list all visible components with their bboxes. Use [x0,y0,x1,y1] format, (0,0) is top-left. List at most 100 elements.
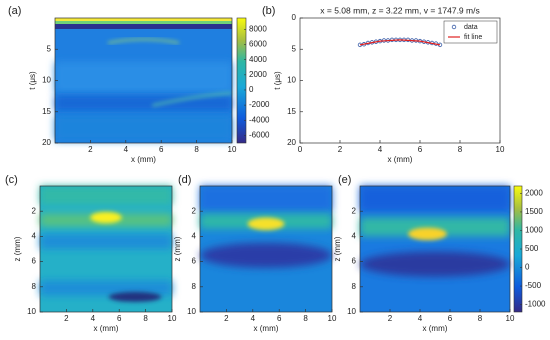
x-tick-label: 4 [124,145,129,154]
y-tick-label: 2 [352,206,357,215]
y-tick-label: 15 [287,107,296,116]
y-tick-label: 2 [32,206,37,215]
colorbar-tick-label: 500 [525,244,539,253]
x-tick-label: 10 [496,145,505,154]
band [55,115,232,141]
colorbar-tick-label: 6000 [249,40,267,49]
y-tick-label: 4 [32,232,37,241]
band [360,217,510,237]
x-tick-label: 2 [88,145,93,154]
panel-label: (e) [338,174,351,186]
band [200,242,332,268]
y-tick-label: 8 [352,282,357,291]
band [40,186,172,205]
colorbar [236,17,247,144]
x-axis-label: x (mm) [388,155,413,164]
y-axis-label: z (mm) [333,236,342,261]
band [200,186,332,212]
panel-label: (a) [8,5,21,17]
chart-title: x = 5.08 mm, z = 3.22 mm, v = 1747.9 m/s [320,5,479,15]
colorbar-tick-label: 2000 [249,70,267,79]
y-axis-label: z (mm) [13,236,22,261]
y-tick-label: 4 [352,232,357,241]
axes-frame [199,185,333,313]
x-tick-label: 2 [388,314,393,323]
axes-frame [39,185,173,313]
legend-label: data [464,24,478,31]
x-tick-label: 8 [458,145,463,154]
panel-label: (b) [262,5,275,17]
x-tick-label: 8 [478,314,483,323]
x-tick-label: 6 [448,314,453,323]
x-tick-label: 2 [64,314,69,323]
colorbar-tick-label: 1500 [525,207,543,216]
x-tick-label: 10 [228,145,237,154]
colorbar-tick-label: -1000 [525,300,546,309]
x-tick-label: 8 [194,145,199,154]
fit-line [359,39,441,46]
y-tick-label: 10 [287,76,296,85]
y-axis-label: t (μs) [28,71,37,90]
x-tick-label: 6 [117,314,122,323]
band [55,21,232,24]
y-tick-label: 6 [352,257,357,266]
y-tick-label: 8 [32,282,37,291]
arc [152,92,233,107]
band [55,24,232,29]
y-axis-label: t (μs) [273,71,282,90]
x-axis-label: x (mm) [131,155,156,164]
legend-swatch [451,24,457,30]
y-tick-label: 6 [192,257,197,266]
axes-frame [359,185,511,313]
y-tick-label: 5 [47,44,52,53]
band [55,95,232,111]
x-axis-label: x (mm) [94,324,119,333]
x-tick-label: 10 [168,314,177,323]
y-tick-label: 10 [42,76,51,85]
band [55,61,232,93]
x-tick-label: 6 [159,145,164,154]
colorbar-tick-label: -4000 [249,115,270,124]
y-tick-label: 15 [42,107,51,116]
y-tick-label: 2 [192,206,197,215]
legend-label: fit line [464,34,482,41]
x-tick-label: 4 [378,145,383,154]
colorbar-tick-label: -2000 [249,100,270,109]
y-tick-label: 10 [347,307,356,316]
x-tick-label: 0 [298,145,303,154]
arc [107,38,180,44]
x-tick-label: 6 [418,145,423,154]
hotspot [408,227,447,241]
hotspot [247,217,285,231]
x-tick-label: 8 [303,314,308,323]
y-tick-label: 20 [42,138,51,147]
hotspot [108,291,162,302]
band [40,233,172,249]
x-tick-label: 4 [418,314,423,323]
colorbar-tick-label: 1000 [525,226,543,235]
y-tick-label: 5 [292,44,297,53]
y-tick-label: 0 [292,13,297,22]
x-axis-label: x (mm) [254,324,279,333]
band [360,251,510,277]
band [55,18,232,21]
x-tick-label: 8 [143,314,148,323]
colorbar-tick-label: 8000 [249,24,267,33]
colorbar-tick-label: -500 [525,281,542,290]
y-tick-label: 6 [32,257,37,266]
colorbar-tick-label: 0 [249,85,254,94]
panel-label: (c) [5,174,18,186]
x-tick-label: 2 [224,314,229,323]
x-tick-label: 10 [328,314,337,323]
x-tick-label: 2 [338,145,343,154]
panel-label: (d) [178,174,191,186]
x-tick-label: 4 [91,314,96,323]
y-tick-label: 10 [187,307,196,316]
x-axis-label: x (mm) [423,324,448,333]
y-tick-label: 20 [287,138,296,147]
colorbar-tick-label: 4000 [249,55,267,64]
band [40,280,172,296]
y-axis-label: z (mm) [173,236,182,261]
colorbar-tick-label: -6000 [249,131,270,140]
